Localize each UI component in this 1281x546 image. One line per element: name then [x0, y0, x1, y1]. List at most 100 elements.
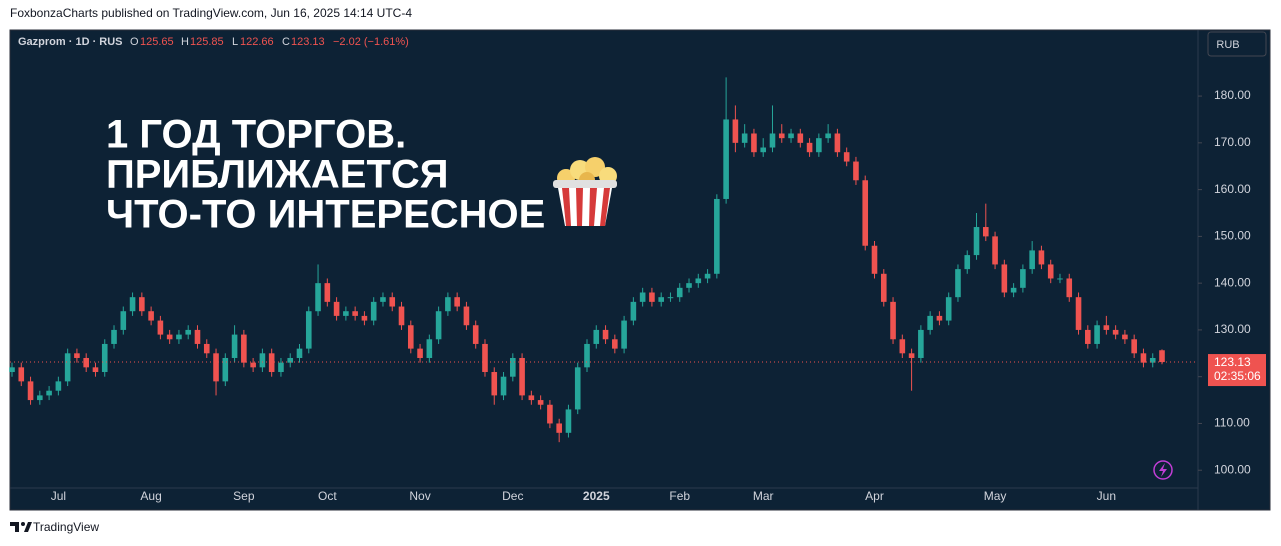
candle-body: [723, 119, 729, 199]
candle-body: [361, 315, 368, 321]
candle-body: [46, 390, 52, 396]
low-label: L: [232, 36, 238, 48]
candle-body: [1103, 325, 1110, 330]
candle-body: [352, 311, 358, 316]
candle-body: [593, 329, 600, 344]
candle-body: [862, 180, 869, 246]
candle-body: [389, 297, 396, 307]
candle-body: [426, 339, 433, 358]
x-tick-label: Dec: [502, 489, 523, 503]
candle-body: [370, 301, 377, 321]
y-tick-label: 160.00: [1214, 182, 1251, 196]
candle-body: [1029, 250, 1035, 270]
candle-body: [584, 343, 590, 368]
candle-body: [714, 198, 720, 274]
candle-body: [1057, 278, 1063, 280]
candle-body: [445, 297, 451, 312]
y-tick-label: 130.00: [1214, 322, 1251, 336]
candle-body: [500, 376, 507, 396]
x-tick-label: Nov: [409, 489, 430, 503]
y-tick-label: 180.00: [1214, 88, 1251, 102]
y-tick-label: 170.00: [1214, 135, 1251, 149]
candle-body: [686, 283, 692, 288]
lightning-button[interactable]: [1153, 460, 1173, 480]
x-tick-label: 2025: [583, 489, 610, 503]
y-tick-label: 110.00: [1214, 416, 1250, 430]
candle-body: [741, 133, 748, 143]
candle-body: [380, 297, 386, 302]
candle-body: [83, 357, 89, 368]
close-label: C: [282, 36, 290, 48]
candle-body: [695, 278, 702, 284]
candle-body: [992, 236, 998, 265]
y-tick-label: 140.00: [1214, 275, 1251, 289]
low-value: 122.66: [240, 36, 274, 48]
candle-body: [92, 367, 99, 373]
candle-body: [74, 353, 80, 358]
candle-body: [769, 133, 776, 148]
candle-body: [296, 348, 303, 358]
candle-body: [973, 227, 980, 256]
candle-body: [482, 343, 488, 373]
candle-body: [1066, 278, 1073, 298]
candle-body: [1047, 264, 1054, 279]
candle-body: [825, 133, 831, 139]
candle-body: [806, 142, 813, 153]
candle-body: [704, 273, 711, 279]
candle-body: [843, 152, 850, 162]
candle-body: [129, 297, 136, 312]
candle-body: [194, 329, 201, 344]
candle-body: [1112, 329, 1119, 335]
candle-body: [37, 395, 43, 401]
candle-body: [1085, 329, 1091, 344]
candle-body: [148, 311, 154, 321]
candle-body: [324, 283, 331, 302]
candle-body: [417, 348, 423, 358]
currency[interactable]: RUB: [1216, 39, 1239, 51]
currency-box[interactable]: [1207, 31, 1267, 57]
candle-body: [982, 227, 989, 237]
x-tick-label: Apr: [865, 489, 884, 503]
candle-body: [1149, 357, 1156, 363]
candle-body: [1020, 269, 1026, 288]
high-label: H: [181, 36, 189, 48]
candle-body: [751, 133, 757, 153]
candle-body: [908, 353, 915, 358]
candle-body: [18, 367, 25, 382]
candle-body: [1094, 325, 1100, 344]
candle-body: [407, 325, 414, 349]
candle-body: [139, 297, 145, 312]
candle-body: [788, 133, 794, 139]
candle-body: [454, 297, 460, 307]
x-tick-label: Sep: [233, 489, 255, 503]
candle-body: [760, 147, 767, 153]
candle-body: [278, 362, 284, 373]
candle-body: [185, 329, 192, 335]
candle-body: [871, 245, 878, 274]
candle-body: [630, 301, 637, 321]
candle-body: [556, 423, 562, 433]
candle-body: [9, 367, 15, 373]
popcorn-icon: [553, 157, 617, 226]
annotation-line: 1 ГОД ТОРГОВ.: [106, 113, 406, 157]
candle-body: [853, 161, 859, 181]
ohlc-header: O 125.65 H 125.85 L 122.66 C 123.13 −2.0…: [130, 36, 409, 48]
candle-body: [333, 301, 340, 316]
candle-body: [565, 409, 572, 433]
currency-button[interactable]: RUB: [1207, 31, 1267, 57]
candle-body: [315, 283, 321, 312]
candle-body: [612, 339, 618, 349]
symbol: Gazprom · 1D · RUS: [18, 36, 123, 48]
candle-body: [491, 372, 498, 396]
candle-body: [778, 133, 785, 139]
candle-body: [222, 357, 229, 382]
y-tick-label: 100.00: [1214, 462, 1251, 476]
open-label: O: [130, 36, 139, 48]
candle-body: [1140, 353, 1147, 363]
candle-body: [667, 297, 674, 299]
x-tick-label: Aug: [140, 489, 161, 503]
candle-body: [64, 353, 71, 382]
candle-body: [964, 255, 971, 270]
annotation-line: ЧТО-ТО ИНТЕРЕСНОЕ: [106, 193, 545, 237]
candle-body: [287, 357, 294, 363]
